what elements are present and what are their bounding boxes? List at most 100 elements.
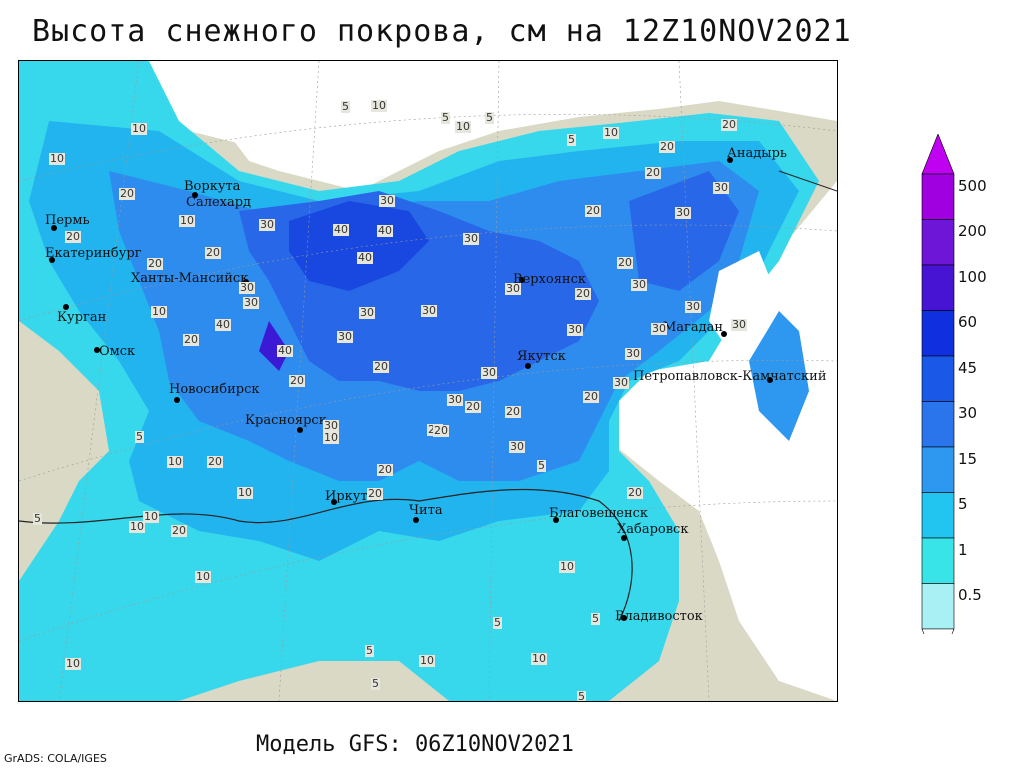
legend-swatch [921, 173, 955, 220]
contour-label: 20 [583, 390, 599, 403]
city-label: Чита [409, 503, 443, 518]
city-dot [721, 331, 727, 337]
city-label: Пермь [45, 213, 90, 228]
contour-label: 10 [237, 486, 253, 499]
legend-top-arrow [921, 134, 955, 175]
contour-label: 10 [167, 455, 183, 468]
legend-swatch [921, 264, 955, 311]
contour-label: 5 [365, 644, 374, 657]
contour-label: 30 [243, 296, 259, 309]
contour-label: 20 [721, 118, 737, 131]
contour-label: 20 [627, 486, 643, 499]
grads-credit: GrADS: COLA/IGES [4, 752, 107, 765]
city-label: Хабаровск [617, 522, 689, 537]
city-label: Магадан [663, 320, 724, 335]
contour-label: 20 [207, 455, 223, 468]
city-label: Омск [99, 344, 136, 359]
contour-label: 5 [577, 690, 586, 702]
legend-level-label: 100 [958, 267, 987, 286]
city-dot [174, 397, 180, 403]
city-label: Красноярск [245, 413, 327, 428]
contour-label: 30 [481, 366, 497, 379]
contour-label: 5 [493, 616, 502, 629]
contour-label: 10 [131, 122, 147, 135]
contour-label: 10 [129, 520, 145, 533]
city-label: Новосибирск [169, 382, 260, 397]
contour-label: 40 [357, 251, 373, 264]
contour-label: 20 [575, 287, 591, 300]
legend-level-label: 200 [958, 222, 987, 241]
city-label: Верхоянск [513, 272, 586, 287]
contour-label: 20 [205, 246, 221, 259]
city-dot [553, 517, 559, 523]
contour-label: 30 [631, 278, 647, 291]
contour-label: 20 [659, 140, 675, 153]
city-dot [297, 427, 303, 433]
city-dot [49, 257, 55, 263]
contour-label: 10 [65, 657, 81, 670]
legend-level-label: 60 [958, 313, 978, 332]
city-dot [51, 225, 57, 231]
contour-label: 30 [337, 330, 353, 343]
city-dot [767, 377, 773, 383]
color-legend [921, 134, 955, 634]
contour-label: 20 [183, 333, 199, 346]
contour-label: 30 [379, 194, 395, 207]
city-label: Благовещенск [549, 506, 649, 521]
legend-level-label: 45 [958, 358, 978, 377]
contour-label: 10 [559, 560, 575, 573]
contour-label: 20 [373, 360, 389, 373]
contour-label: 10 [371, 99, 387, 112]
contour-label: 30 [259, 218, 275, 231]
contour-label: 30 [613, 376, 629, 389]
contour-label: 20 [119, 187, 135, 200]
contour-label: 10 [195, 570, 211, 583]
contour-label: 10 [419, 654, 435, 667]
contour-label: 10 [531, 652, 547, 665]
snow-depth-map: Воркута Салехард Пермь Екатеринбург Хант… [18, 60, 838, 702]
city-dot [413, 517, 419, 523]
contour-label: 20 [505, 405, 521, 418]
contour-label: 5 [591, 612, 600, 625]
contour-label: 20 [585, 204, 601, 217]
contour-label: 5 [33, 512, 42, 525]
contour-label: 5 [341, 100, 350, 113]
contour-label: 30 [713, 181, 729, 194]
contour-label: 20 [289, 374, 305, 387]
legend-level-label: 30 [958, 404, 978, 423]
contour-label: 20 [617, 256, 633, 269]
contour-label: 30 [359, 306, 375, 319]
city-dot [192, 192, 198, 198]
contour-label: 10 [323, 431, 339, 444]
legend-swatch [921, 401, 955, 448]
city-dot [621, 615, 627, 621]
city-label: Петропавловск-Камчатский [633, 369, 827, 384]
legend-level-label: 1 [958, 540, 968, 559]
city-dot [727, 157, 733, 163]
contour-label: 40 [215, 318, 231, 331]
contour-label: 30 [239, 281, 255, 294]
contour-label: 10 [143, 510, 159, 523]
contour-label: 30 [323, 419, 339, 432]
city-label: Якутск [517, 349, 566, 364]
contour-label: 20 [377, 463, 393, 476]
city-label: Курган [57, 310, 107, 325]
contour-label: 40 [277, 344, 293, 357]
contour-label: 5 [537, 459, 546, 472]
snow-depth-field [19, 61, 837, 701]
contour-label: 30 [731, 318, 747, 331]
legend-level-label: 15 [958, 449, 978, 468]
contour-label: 5 [466, 701, 473, 702]
legend-level-label: 5 [958, 495, 968, 514]
contour-label: 30 [625, 347, 641, 360]
city-label: Анадырь [727, 146, 788, 161]
contour-label: 30 [567, 323, 583, 336]
contour-label: 5 [567, 133, 576, 146]
contour-label: 30 [651, 322, 667, 335]
city-dot [525, 363, 531, 369]
contour-label: 30 [421, 304, 437, 317]
contour-label: 5 [135, 430, 144, 443]
contour-label: 10 [603, 126, 619, 139]
legend-swatch [921, 310, 955, 357]
contour-label: 30 [505, 282, 521, 295]
